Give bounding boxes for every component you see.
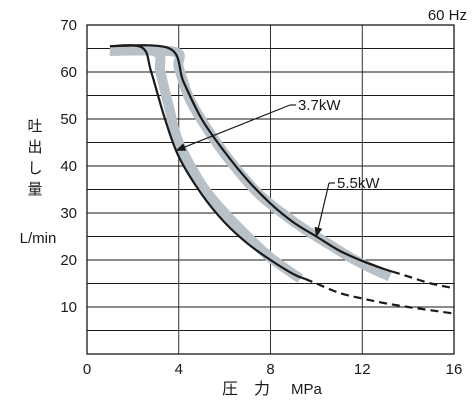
plot-frame xyxy=(86,24,455,355)
series-line-solid xyxy=(109,44,306,280)
ylabel-char-1: 吐 xyxy=(27,117,42,135)
x-tick-label: 4 xyxy=(175,361,183,378)
y-tick-label: 10 xyxy=(60,299,77,316)
x-tick-label: 8 xyxy=(266,361,274,378)
y-tick-label: 30 xyxy=(60,205,77,222)
y-tick-label: 60 xyxy=(60,64,77,81)
y-tick-label: 20 xyxy=(60,252,77,269)
x-tick-label: 12 xyxy=(354,361,371,378)
tick-label-layer: 0 4 8 12 16 10 20 30 40 50 60 70 xyxy=(60,17,462,378)
ylabel-unit: L/min xyxy=(20,230,57,247)
series-line-dashed xyxy=(304,277,455,315)
x-tick-label: 0 xyxy=(83,361,91,378)
frequency-note: 60 Hz xyxy=(428,7,467,24)
series-line-dashed xyxy=(391,270,455,290)
y-tick-label: 40 xyxy=(60,158,77,175)
y-axis-label: 吐 出 し 量 L/min xyxy=(20,117,57,247)
annotation-leader xyxy=(314,182,330,238)
series-label: 3.7kW xyxy=(298,97,341,114)
series-line-layer xyxy=(109,44,455,315)
ylabel-char-4: 量 xyxy=(27,180,42,198)
y-tick-label: 70 xyxy=(60,17,77,34)
ylabel-char-2: 出 xyxy=(27,138,42,156)
y-tick-label: 50 xyxy=(60,111,77,128)
ylabel-char-3: し xyxy=(27,159,42,177)
x-axis-label: 圧 力 MPa xyxy=(222,379,323,398)
highlight-band xyxy=(109,44,304,283)
xlabel-unit: MPa xyxy=(291,381,323,398)
xlabel-jp: 圧 力 xyxy=(222,379,270,398)
grid-layer xyxy=(86,24,455,355)
series-label: 5.5kW xyxy=(337,175,380,192)
series-line-solid xyxy=(109,44,393,273)
annotation-layer: 3.7kW 5.5kW xyxy=(175,97,380,238)
annotation-leader xyxy=(175,104,291,151)
x-tick-label: 16 xyxy=(446,361,463,378)
